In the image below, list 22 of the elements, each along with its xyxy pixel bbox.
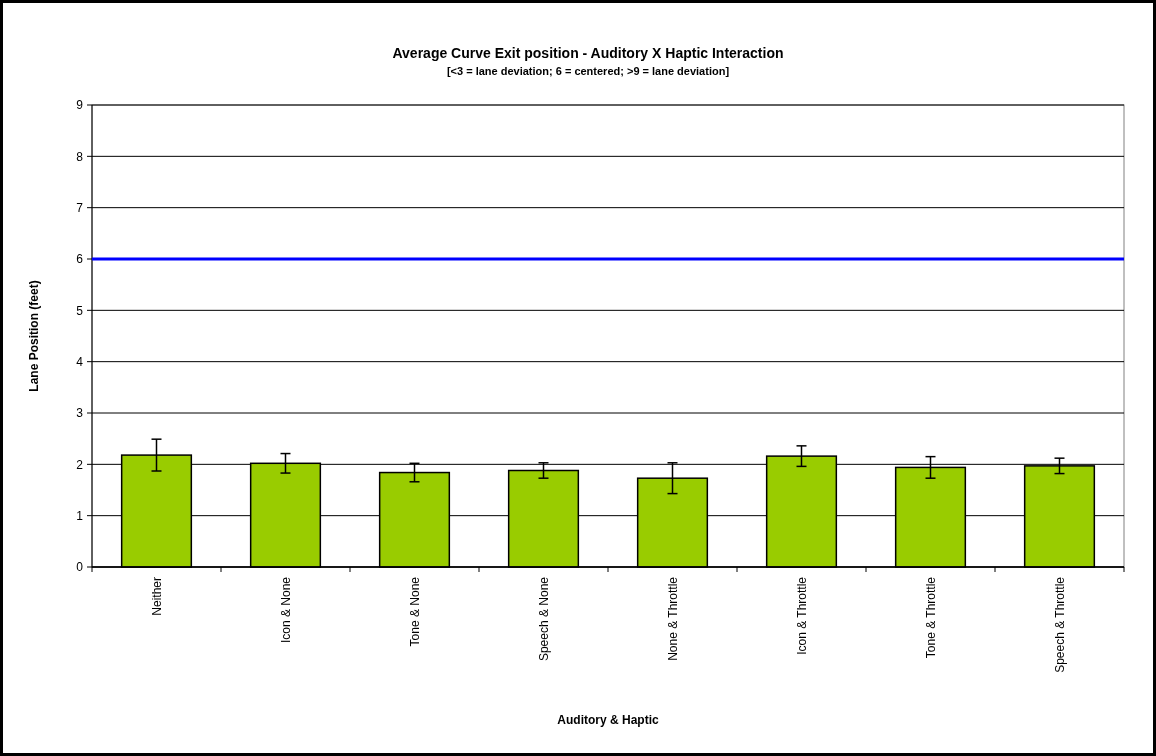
- x-axis-title: Auditory & Haptic: [557, 713, 659, 727]
- x-tick-label: None & Throttle: [665, 576, 680, 661]
- y-axis-title: Lane Position (feet): [27, 280, 41, 392]
- y-tick-label: 5: [76, 303, 84, 318]
- x-tick-label: Speech & None: [536, 576, 551, 662]
- y-tick-label: 6: [76, 252, 84, 267]
- y-tick-label: 8: [76, 149, 84, 164]
- chart-subtitle: [<3 = lane deviation; 6 = centered; >9 = lane deviation]: [446, 65, 730, 77]
- x-tick-label: Icon & None: [278, 576, 293, 644]
- y-tick-label: 3: [76, 406, 84, 421]
- y-tick-label: 1: [76, 508, 84, 523]
- x-tick-label: Icon & Throttle: [794, 576, 809, 655]
- x-tick-label: Tone & Throttle: [923, 576, 938, 659]
- chart-title: Average Curve Exit position - Auditory X Haptic Interaction: [392, 45, 784, 61]
- y-tick-label: 2: [76, 457, 84, 472]
- x-tick-label: Speech & Throttle: [1052, 576, 1067, 673]
- y-tick-label: 9: [76, 98, 84, 113]
- y-tick-label: 4: [76, 354, 84, 369]
- y-tick-label: 7: [76, 200, 84, 215]
- y-tick-label: 0: [76, 560, 84, 575]
- x-tick-label: Neither: [149, 577, 164, 616]
- x-tick-label: Tone & None: [407, 576, 422, 647]
